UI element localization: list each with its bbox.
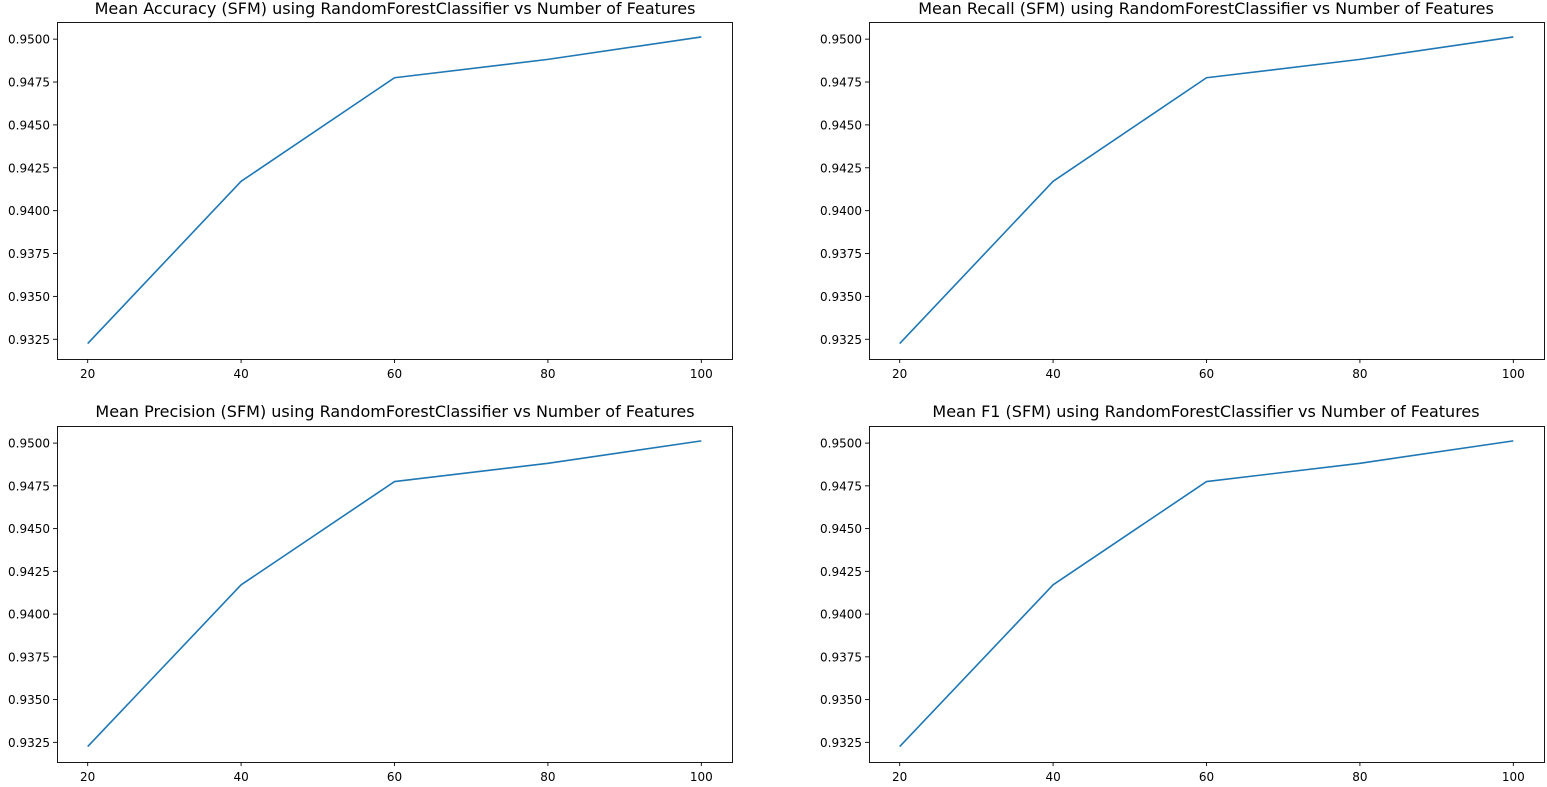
- y-tick-label: 0.9425: [820, 565, 862, 579]
- x-tick-label: 60: [1199, 770, 1214, 783]
- plot-area: 20 40 60 80 100 0.9325 0.9350 0.9375 0.9400 0.942…: [820, 426, 1545, 784]
- subplot-precision: Mean Precision (SFM) using RandomForestC…: [0, 392, 773, 784]
- y-tick-label: 0.9400: [820, 608, 862, 622]
- y-tick-label: 0.9475: [8, 76, 50, 90]
- x-tick-label: 100: [1502, 770, 1525, 783]
- chart-title: Mean Accuracy (SFM) using RandomForestCl…: [95, 0, 696, 18]
- y-tick-label: 0.9350: [820, 290, 862, 304]
- y-tick-label: 0.9350: [8, 290, 50, 304]
- x-tick-label: 100: [690, 367, 713, 381]
- x-tick-label: 20: [80, 367, 95, 381]
- axes-frame: [57, 426, 733, 763]
- y-tick-label: 0.9325: [8, 736, 50, 750]
- y-tick-label: 0.9500: [820, 33, 862, 47]
- chart-title: Mean F1 (SFM) using RandomForestClassifi…: [932, 402, 1479, 421]
- y-tick-label: 0.9325: [820, 333, 862, 347]
- y-tick-label: 0.9375: [820, 247, 862, 261]
- x-tick-label: 20: [80, 770, 95, 783]
- chart-title: Mean Precision (SFM) using RandomForestC…: [95, 402, 694, 421]
- y-tick-label: 0.9450: [820, 118, 862, 132]
- x-tick-label: 60: [387, 367, 402, 381]
- series-line: [87, 36, 702, 345]
- x-tick-label: 20: [892, 770, 907, 783]
- series-line: [899, 440, 1514, 748]
- y-tick-label: 0.9450: [8, 522, 50, 536]
- x-tick-label: 40: [1045, 770, 1060, 783]
- y-tick-label: 0.9500: [8, 33, 50, 47]
- x-tick-label: 80: [540, 770, 555, 783]
- x-tick-label: 60: [387, 770, 402, 783]
- chart-svg-f1: Mean F1 (SFM) using RandomForestClassifi…: [820, 402, 1545, 784]
- y-tick-label: 0.9500: [8, 437, 50, 451]
- y-tick-label: 0.9350: [820, 693, 862, 707]
- x-tick-label: 40: [1045, 367, 1060, 381]
- series-line: [87, 440, 702, 748]
- chart-svg-recall: Mean Recall (SFM) using RandomForestClas…: [820, 0, 1545, 381]
- y-tick-label: 0.9475: [8, 479, 50, 493]
- y-tick-label: 0.9425: [8, 161, 50, 175]
- axes-frame: [869, 22, 1545, 360]
- chart-title: Mean Recall (SFM) using RandomForestClas…: [918, 0, 1494, 18]
- axes-frame: [57, 22, 733, 360]
- y-tick-label: 0.9325: [8, 333, 50, 347]
- x-tick-label: 40: [233, 770, 248, 783]
- y-tick-label: 0.9375: [8, 650, 50, 664]
- x-tick-label: 80: [540, 367, 555, 381]
- y-tick-label: 0.9450: [820, 522, 862, 536]
- chart-svg-precision: Mean Precision (SFM) using RandomForestC…: [8, 402, 733, 784]
- subplot-accuracy: Mean Accuracy (SFM) using RandomForestCl…: [0, 0, 773, 391]
- subplot-f1: Mean F1 (SFM) using RandomForestClassifi…: [773, 392, 1546, 784]
- x-tick-label: 60: [1199, 367, 1214, 381]
- y-tick-label: 0.9400: [8, 608, 50, 622]
- chart-svg-accuracy: Mean Accuracy (SFM) using RandomForestCl…: [8, 0, 733, 381]
- x-tick-label: 20: [892, 367, 907, 381]
- x-tick-label: 80: [1352, 770, 1367, 783]
- y-tick-label: 0.9400: [820, 204, 862, 218]
- plot-area: 20 40 60 80 100 0.9325 0.9350 0.9375 0.9400 0.942…: [8, 22, 733, 381]
- y-tick-label: 0.9400: [8, 204, 50, 218]
- y-tick-label: 0.9375: [820, 650, 862, 664]
- y-tick-label: 0.9475: [820, 479, 862, 493]
- y-tick-label: 0.9375: [8, 247, 50, 261]
- y-tick-label: 0.9350: [8, 693, 50, 707]
- y-tick-label: 0.9500: [820, 437, 862, 451]
- y-tick-label: 0.9325: [820, 736, 862, 750]
- y-tick-label: 0.9425: [8, 565, 50, 579]
- y-tick-label: 0.9475: [820, 76, 862, 90]
- y-tick-label: 0.9425: [820, 161, 862, 175]
- series-line: [899, 36, 1514, 345]
- x-tick-label: 40: [233, 367, 248, 381]
- x-tick-label: 100: [1502, 367, 1525, 381]
- plot-area: 20 40 60 80 100 0.9325 0.9350 0.9375 0.9400 0.942…: [820, 22, 1545, 381]
- plot-area: 20 40 60 80 100 0.9325 0.9350 0.9375 0.9400 0.942…: [8, 426, 733, 784]
- x-tick-label: 80: [1352, 367, 1367, 381]
- axes-frame: [869, 426, 1545, 763]
- y-tick-label: 0.9450: [8, 118, 50, 132]
- subplot-recall: Mean Recall (SFM) using RandomForestClas…: [773, 0, 1546, 391]
- x-tick-label: 100: [690, 770, 713, 783]
